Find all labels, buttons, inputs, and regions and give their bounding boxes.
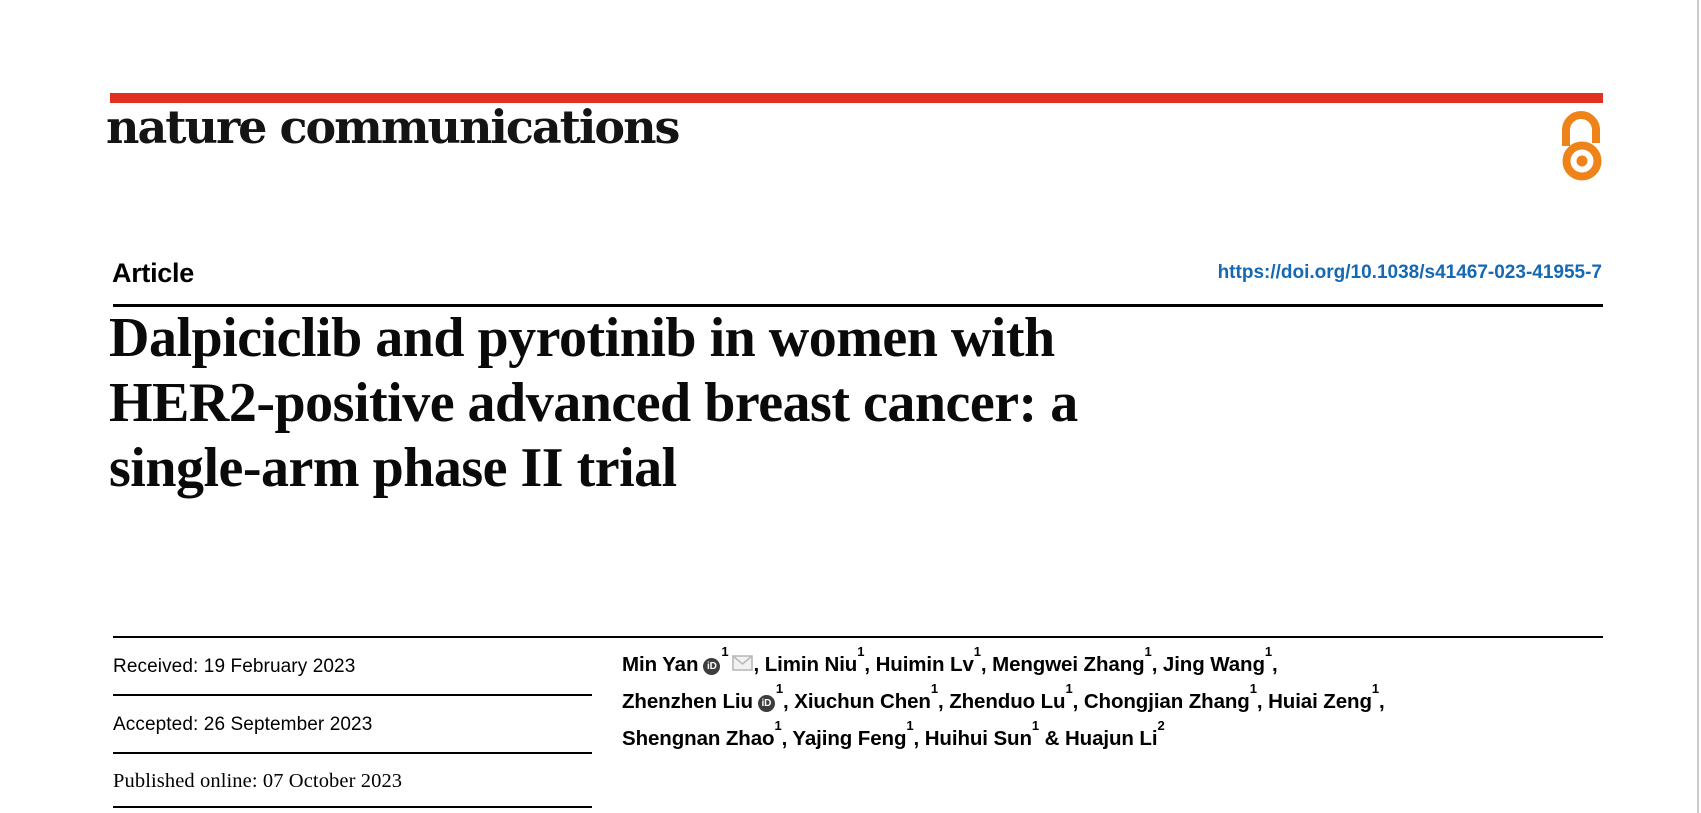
affiliation-superscript: 1 (774, 718, 782, 734)
affiliation-superscript: 1 (1371, 681, 1380, 697)
author-name: Jing Wang (1162, 653, 1265, 676)
article-type-label: Article (112, 258, 194, 288)
author-name: Huimin Lv (875, 653, 974, 676)
received-value: 19 February 2023 (203, 656, 356, 677)
received-date-row: Received: 19 February 2023 (113, 638, 592, 696)
meta-top-rule (113, 636, 1603, 638)
title-line-1: Dalpiciclib and pyrotinib in women with (109, 307, 1055, 369)
title-line-3: single-arm phase II trial (109, 437, 677, 499)
affiliation-superscript: 1 (857, 644, 865, 660)
published-value: 07 October 2023 (262, 770, 403, 792)
author-name: Xiuchun Chen (794, 690, 931, 713)
author-name: Mengwei Zhang (992, 653, 1145, 676)
author-name: Huajun Li (1064, 727, 1158, 750)
author-name: Shengnan Zhao (622, 727, 775, 750)
accepted-label: Accepted: (113, 714, 199, 735)
author-name: Zhenduo Lu (949, 690, 1066, 713)
accepted-value: 26 September 2023 (203, 714, 373, 735)
accepted-date-row: Accepted: 26 September 2023 (113, 696, 592, 754)
affiliation-superscript: 1 (1249, 681, 1257, 697)
author-list: Min Yan iD1, Limin Niu1, Huimin Lv1, Meng… (622, 644, 1622, 757)
author-name: Huiai Zeng (1268, 690, 1372, 713)
author-line: Min Yan iD1, Limin Niu1, Huimin Lv1, Meng… (622, 644, 1622, 683)
orcid-icon[interactable]: iD (757, 695, 775, 712)
author-line: Zhenzhen Liu iD1, Xiuchun Chen1, Zhenduo … (622, 681, 1385, 713)
article-title: Dalpiciclib and pyrotinib in women with … (109, 306, 1529, 501)
journal-logo: nature communications (106, 100, 680, 154)
affiliation-superscript: 1 (1031, 718, 1040, 734)
published-label: Published online: (113, 770, 258, 792)
affiliation-superscript: 1 (930, 681, 938, 697)
brand-red-bar (110, 93, 1603, 103)
affiliation-superscript: 1 (1065, 681, 1073, 697)
author-name: Limin Niu (764, 653, 858, 676)
open-access-icon (1562, 111, 1602, 181)
title-top-rule (113, 304, 1603, 307)
title-line-2: HER2-positive advanced breast cancer: a (109, 372, 1078, 434)
author-name: Yajing Feng (792, 727, 907, 750)
affiliation-superscript: 2 (1157, 718, 1165, 734)
affiliation-superscript: 1 (906, 718, 914, 734)
author-line: Shengnan Zhao1, Yajing Feng1, Huihui Sun… (622, 718, 1165, 750)
published-date-row: Published online: 07 October 2023 (113, 754, 592, 808)
author-name: Min Yan (622, 653, 699, 676)
author-name: Chongjian Zhang (1083, 690, 1250, 713)
doi-link[interactable]: https://doi.org/10.1038/s41467-023-41955… (1217, 262, 1602, 283)
affiliation-superscript: 1 (973, 644, 981, 660)
author-name: Zhenzhen Liu (622, 690, 753, 713)
email-icon[interactable] (731, 646, 753, 683)
affiliation-superscript: 1 (775, 681, 784, 697)
affiliation-superscript: 1 (721, 644, 729, 660)
author-name: Huihui Sun (924, 727, 1032, 750)
article-history: Received: 19 February 2023 Accepted: 26 … (113, 638, 592, 808)
page-edge-divider (1697, 0, 1699, 813)
orcid-icon[interactable]: iD (703, 658, 721, 675)
received-label: Received: (113, 656, 199, 677)
affiliation-superscript: 1 (1144, 644, 1152, 660)
affiliation-superscript: 1 (1264, 644, 1273, 660)
